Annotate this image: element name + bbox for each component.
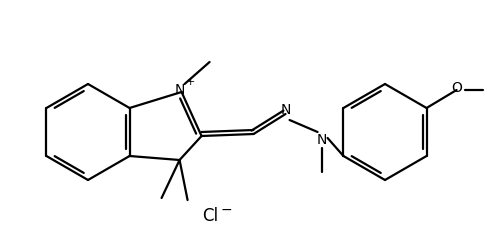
Text: +: + [186,77,196,87]
Text: Cl: Cl [202,207,218,225]
Text: N: N [174,83,185,97]
Text: N: N [316,133,327,147]
Text: N: N [280,103,291,117]
Text: O: O [451,81,462,95]
Text: −: − [220,203,232,217]
